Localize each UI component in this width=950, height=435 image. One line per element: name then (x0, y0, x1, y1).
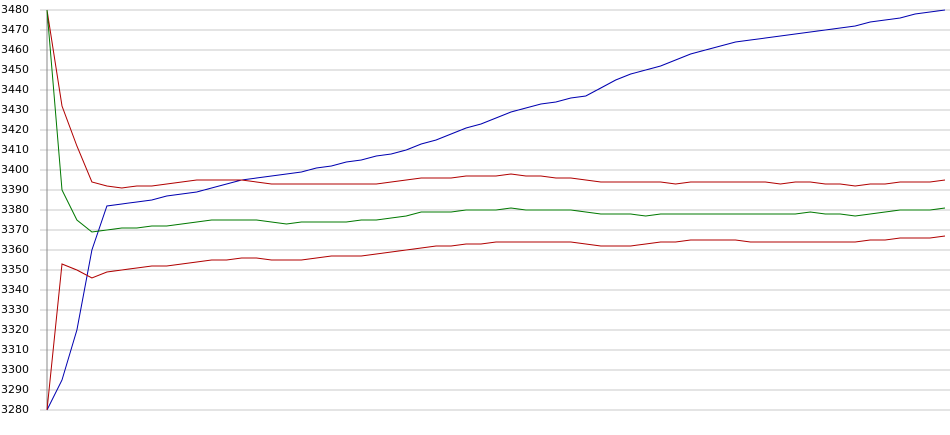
y-tick-label: 3390 (1, 183, 29, 196)
y-tick-label: 3360 (1, 243, 29, 256)
y-tick-label: 3380 (1, 203, 29, 216)
y-tick-label: 3400 (1, 163, 29, 176)
y-tick-label: 3340 (1, 283, 29, 296)
series-line (46, 9, 946, 411)
y-tick-label: 3300 (1, 363, 29, 376)
y-tick-label: 3480 (1, 3, 29, 16)
y-tick-label: 3290 (1, 383, 29, 396)
y-tick-label: 3350 (1, 263, 29, 276)
series-line (46, 235, 946, 411)
y-tick-label: 3430 (1, 103, 29, 116)
y-tick-label: 3460 (1, 43, 29, 56)
y-tick-label: 3470 (1, 23, 29, 36)
y-tick-label: 3320 (1, 323, 29, 336)
y-tick-label: 3370 (1, 223, 29, 236)
series-line (46, 9, 946, 189)
series-line (46, 9, 946, 233)
y-tick-label: 3330 (1, 303, 29, 316)
y-tick-label: 3450 (1, 63, 29, 76)
y-tick-label: 3440 (1, 83, 29, 96)
y-tick-label: 3410 (1, 143, 29, 156)
y-tick-label: 3420 (1, 123, 29, 136)
y-tick-label: 3280 (1, 403, 29, 416)
y-tick-label: 3310 (1, 343, 29, 356)
